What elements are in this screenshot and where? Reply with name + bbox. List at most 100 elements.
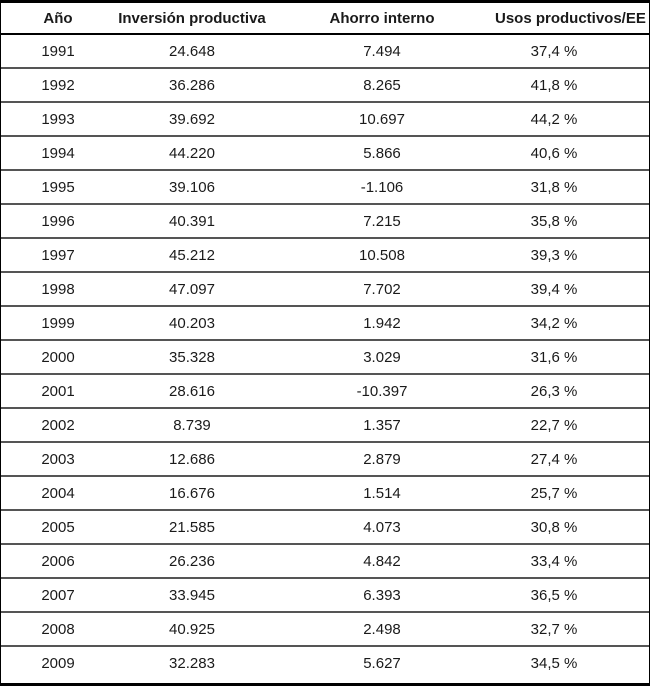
table-cell: 34,5 % [530, 654, 578, 672]
column-header-inversion-productiva: Inversión productiva [118, 9, 266, 27]
table-cell: 32.283 [169, 654, 215, 672]
table-row: 2006 26.236 4.842 33,4 % [1, 545, 649, 579]
table-cell: -1.106 [360, 178, 404, 196]
table-cell: 35,8 % [530, 212, 578, 230]
table-cell: 31,6 % [530, 348, 578, 366]
table-row: 1998 47.097 7.702 39,4 % [1, 273, 649, 307]
table-row: 2007 33.945 6.393 36,5 % [1, 579, 649, 613]
table-cell: 21.585 [169, 518, 215, 536]
table-cell: 16.676 [169, 484, 215, 502]
table-row: 1995 39.106 -1.106 31,8 % [1, 171, 649, 205]
table-cell: 10.508 [359, 246, 405, 264]
table-cell: 2006 [41, 552, 75, 570]
table-cell: 3.029 [363, 348, 401, 366]
table-cell: 4.842 [363, 552, 401, 570]
table-cell: 39.692 [169, 110, 215, 128]
table-cell: 28.616 [169, 382, 215, 400]
table-row: 1999 40.203 1.942 34,2 % [1, 307, 649, 341]
table-row: 1993 39.692 10.697 44,2 % [1, 103, 649, 137]
table-cell: 1997 [41, 246, 75, 264]
table-row: 2004 16.676 1.514 25,7 % [1, 477, 649, 511]
table-cell: 45.212 [169, 246, 215, 264]
table-cell: 2.498 [363, 620, 401, 638]
table-cell: 22,7 % [530, 416, 578, 434]
table-cell: 40.925 [169, 620, 215, 638]
table-cell: 8.265 [363, 76, 401, 94]
table-cell: 2002 [41, 416, 75, 434]
table-header-row: Año Inversión productiva Ahorro interno … [1, 3, 649, 35]
table-row: 2009 32.283 5.627 34,5 % [1, 647, 649, 679]
table-cell: 2003 [41, 450, 75, 468]
table-row: 1991 24.648 7.494 37,4 % [1, 35, 649, 69]
table-cell: 26.236 [169, 552, 215, 570]
table-row: 1997 45.212 10.508 39,3 % [1, 239, 649, 273]
table-cell: 5.866 [363, 144, 401, 162]
table-cell: 1999 [41, 314, 75, 332]
table-cell: 5.627 [363, 654, 401, 672]
table-cell: 1.942 [363, 314, 401, 332]
table-cell: 30,8 % [530, 518, 578, 536]
table-cell: 4.073 [363, 518, 401, 536]
table-cell: 31,8 % [530, 178, 578, 196]
table-cell: 35.328 [169, 348, 215, 366]
table-cell: 12.686 [169, 450, 215, 468]
table-cell: 7.702 [363, 280, 401, 298]
table-cell: 33,4 % [530, 552, 578, 570]
table-cell: 40.203 [169, 314, 215, 332]
table-cell: 41,8 % [530, 76, 578, 94]
table-cell: 6.393 [363, 586, 401, 604]
table-row: 2001 28.616 -10.397 26,3 % [1, 375, 649, 409]
column-header-ahorro-interno: Ahorro interno [329, 9, 435, 27]
table-cell: 27,4 % [530, 450, 578, 468]
table-cell: 7.494 [363, 42, 401, 60]
column-header-ano: Año [43, 9, 73, 27]
table-cell: 39,3 % [530, 246, 578, 264]
table-cell: 1998 [41, 280, 75, 298]
column-header-usos-productivos-ee: Usos productivos/EE [495, 9, 646, 27]
table-row: 2003 12.686 2.879 27,4 % [1, 443, 649, 477]
table-cell: 7.215 [363, 212, 401, 230]
table-row: 2008 40.925 2.498 32,7 % [1, 613, 649, 647]
table-cell: 2008 [41, 620, 75, 638]
table-row: 1992 36.286 8.265 41,8 % [1, 69, 649, 103]
table-cell: 2000 [41, 348, 75, 366]
table-cell: -10.397 [356, 382, 408, 400]
table-row: 2002 8.739 1.357 22,7 % [1, 409, 649, 443]
table-cell: 1994 [41, 144, 75, 162]
table-cell: 1995 [41, 178, 75, 196]
table-cell: 36,5 % [530, 586, 578, 604]
table-cell: 40,6 % [530, 144, 578, 162]
table-row: 2005 21.585 4.073 30,8 % [1, 511, 649, 545]
table-cell: 2005 [41, 518, 75, 536]
table-cell: 2007 [41, 586, 75, 604]
table-cell: 44.220 [169, 144, 215, 162]
table-cell: 8.739 [173, 416, 211, 434]
table-cell: 10.697 [359, 110, 405, 128]
table-cell: 44,2 % [530, 110, 578, 128]
table-cell: 2009 [41, 654, 75, 672]
table-cell: 1.357 [363, 416, 401, 434]
table-cell: 36.286 [169, 76, 215, 94]
table-cell: 39,4 % [530, 280, 578, 298]
table-cell: 1993 [41, 110, 75, 128]
table-cell: 1991 [41, 42, 75, 60]
table-cell: 32,7 % [530, 620, 578, 638]
table-body: 1991 24.648 7.494 37,4 % 1992 36.286 8.265 41,8… [1, 35, 649, 679]
table-cell: 1996 [41, 212, 75, 230]
table-cell: 39.106 [169, 178, 215, 196]
table-cell: 24.648 [169, 42, 215, 60]
table-cell: 2004 [41, 484, 75, 502]
table-cell: 2001 [41, 382, 75, 400]
table-cell: 26,3 % [530, 382, 578, 400]
table-cell: 1992 [41, 76, 75, 94]
table-cell: 25,7 % [530, 484, 578, 502]
table-row: 2000 35.328 3.029 31,6 % [1, 341, 649, 375]
table-row: 1994 44.220 5.866 40,6 % [1, 137, 649, 171]
table-cell: 34,2 % [530, 314, 578, 332]
table-cell: 37,4 % [530, 42, 578, 60]
table-cell: 47.097 [169, 280, 215, 298]
table-cell: 2.879 [363, 450, 401, 468]
table-cell: 1.514 [363, 484, 401, 502]
table-row: 1996 40.391 7.215 35,8 % [1, 205, 649, 239]
